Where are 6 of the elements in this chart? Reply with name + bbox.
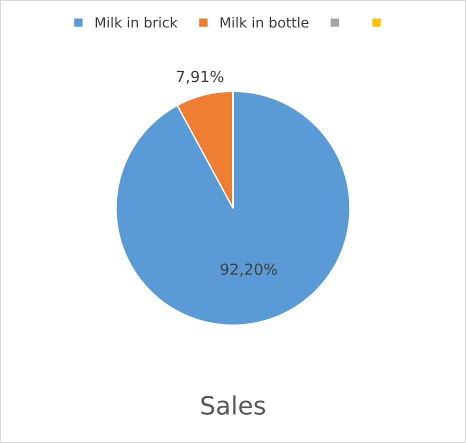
legend-label: Milk in brick [96, 16, 178, 28]
legend-label: Milk in bottle [220, 16, 308, 28]
data-label: 92,20% [220, 263, 278, 277]
text: Sales [201, 395, 266, 415]
data-label: 7,91% [176, 70, 224, 84]
pie-slice [115, 90, 351, 326]
